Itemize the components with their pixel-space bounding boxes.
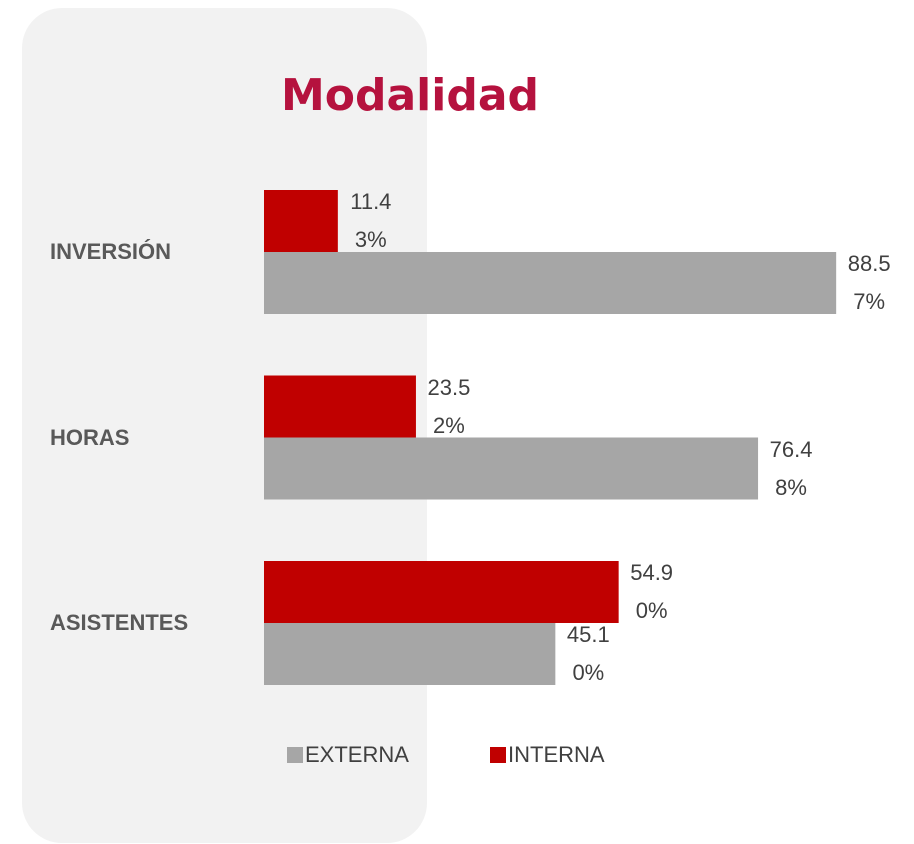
category-label: INVERSIÓN xyxy=(50,239,172,264)
bar xyxy=(264,561,619,623)
legend-swatch xyxy=(490,747,506,763)
data-label: 23.52% xyxy=(427,374,471,438)
category-label: HORAS xyxy=(50,424,130,450)
legend-swatch xyxy=(287,747,303,763)
category-label: ASISTENTES xyxy=(50,610,189,635)
data-label: 54.90% xyxy=(630,560,674,623)
legend-label: INTERNA xyxy=(508,742,605,767)
data-label: 11.43% xyxy=(350,189,392,252)
data-label: 76.48% xyxy=(769,436,813,500)
bar xyxy=(264,623,556,685)
data-label: 88.57% xyxy=(847,251,891,314)
bar xyxy=(264,375,416,438)
chart-title: Modalidad xyxy=(280,70,540,121)
bar xyxy=(264,437,759,500)
bar xyxy=(264,190,338,252)
bar xyxy=(264,252,837,314)
data-label: 45.10% xyxy=(566,622,610,685)
legend-label: EXTERNA xyxy=(305,742,409,767)
